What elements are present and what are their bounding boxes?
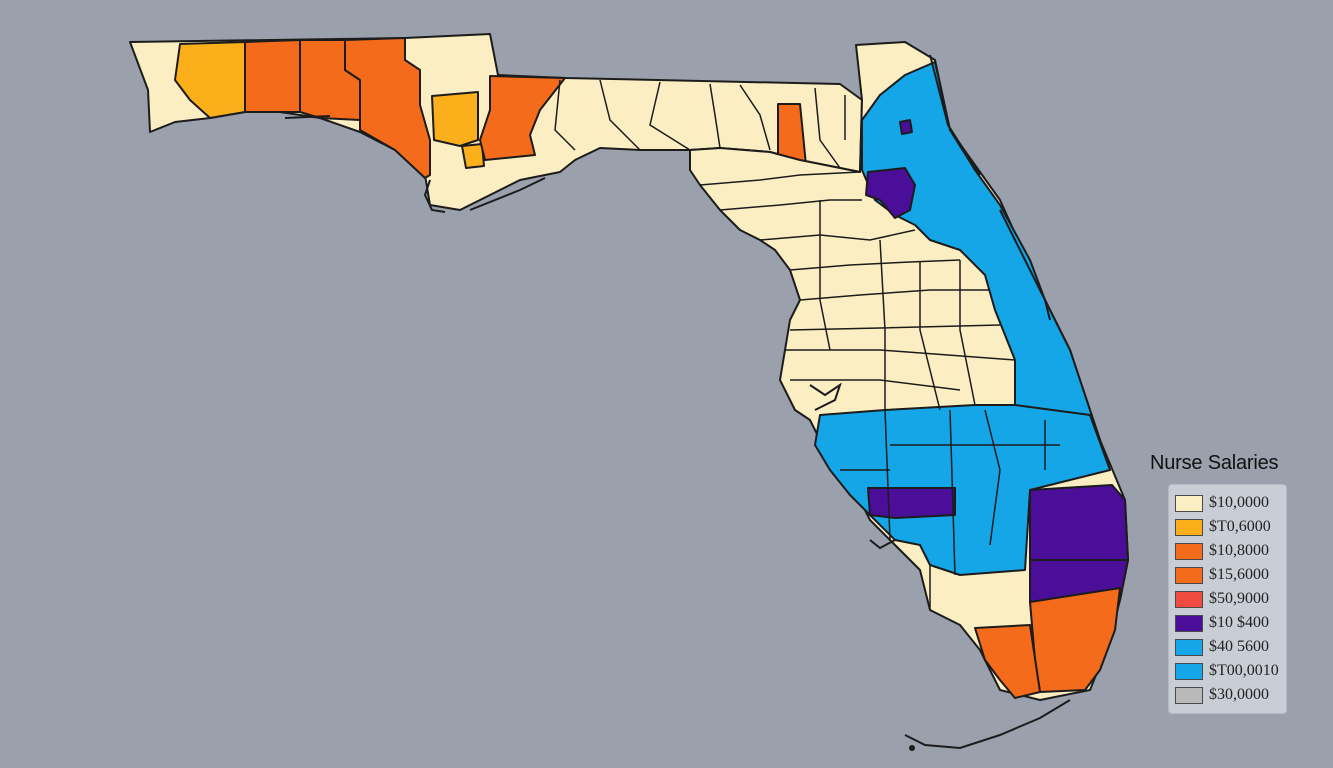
county-yellow-3[interactable] [461, 143, 485, 169]
county-purple-north[interactable] [865, 167, 916, 219]
legend-item: $10 $400 [1175, 611, 1286, 635]
legend-swatch [1175, 518, 1203, 536]
legend-label: $40 5600 [1209, 638, 1269, 655]
legend-label: $10,0000 [1209, 494, 1269, 511]
legend-item: $50,9000 [1175, 587, 1286, 611]
coastline-details [284, 54, 1071, 751]
legend-label: $T0,6000 [1209, 518, 1271, 535]
legend-label: $30,0000 [1209, 686, 1269, 703]
legend-item: $30,0000 [1175, 683, 1286, 707]
legend-label: $50,9000 [1209, 590, 1269, 607]
legend-swatch [1175, 494, 1203, 512]
legend-label: $10,8000 [1209, 542, 1269, 559]
county-yellow-2[interactable] [431, 91, 479, 147]
county-purple-southeast[interactable] [1029, 484, 1129, 561]
county-boundaries [554, 79, 1060, 610]
county-orange-miami[interactable] [1029, 587, 1121, 693]
legend-label: $T00,0010 [1209, 662, 1279, 679]
county-purple-southwest[interactable] [867, 487, 956, 519]
legend-swatch [1175, 614, 1203, 632]
legend-swatch [1175, 662, 1203, 680]
legend-label: $10 $400 [1209, 614, 1269, 631]
legend-label: $15,6000 [1209, 566, 1269, 583]
legend-swatch [1175, 566, 1203, 584]
legend-title: Nurse Salaries [1150, 452, 1279, 474]
legend-swatch [1175, 638, 1203, 656]
county-purple-dot[interactable] [899, 119, 913, 135]
legend-item: $T00,0010 [1175, 659, 1286, 683]
legend-swatch [1175, 686, 1203, 704]
county-orange-3[interactable] [344, 37, 431, 179]
legend-item: $40 5600 [1175, 635, 1286, 659]
county-orange-4[interactable] [479, 75, 566, 161]
county-orange-1[interactable] [244, 39, 301, 113]
region-central-blue[interactable] [814, 404, 1111, 576]
legend-item: $10,0000 [1175, 491, 1286, 515]
county-orange-keys[interactable] [974, 624, 1041, 699]
legend-swatch [1175, 590, 1203, 608]
legend: $10,0000 $T0,6000 $10,8000 $15,6000 $50,… [1168, 484, 1287, 714]
legend-item: $10,8000 [1175, 539, 1286, 563]
legend-swatch [1175, 542, 1203, 560]
legend-item: $15,6000 [1175, 563, 1286, 587]
legend-item: $T0,6000 [1175, 515, 1286, 539]
